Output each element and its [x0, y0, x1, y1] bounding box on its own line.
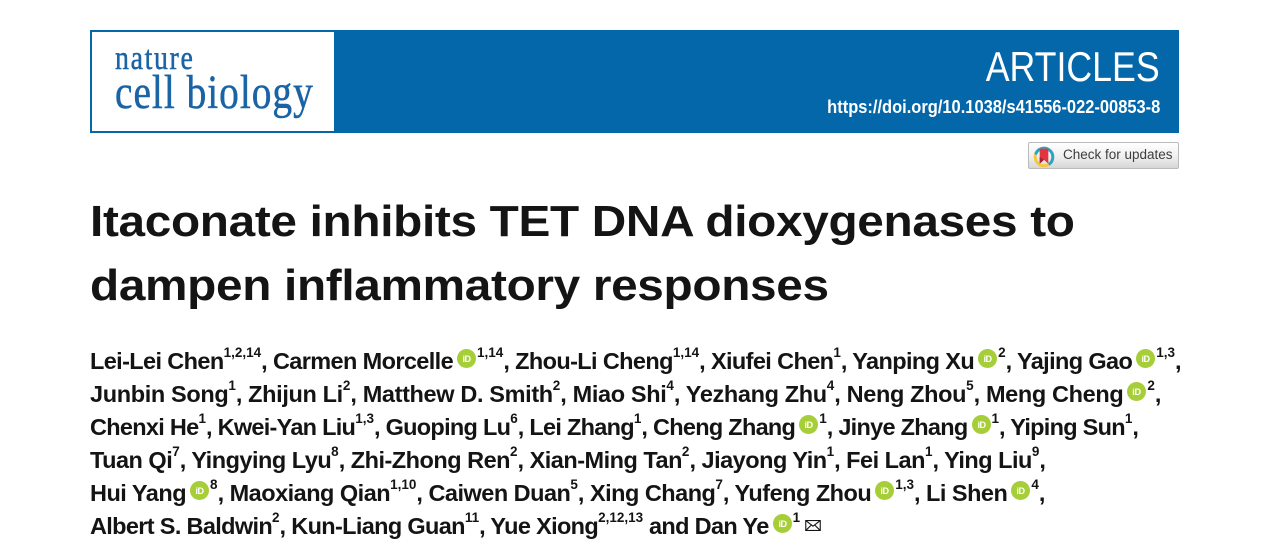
svg-text:iD: iD [195, 486, 204, 496]
svg-text:iD: iD [881, 486, 890, 496]
svg-text:iD: iD [805, 420, 814, 430]
svg-text:iD: iD [462, 354, 471, 364]
svg-text:iD: iD [977, 420, 986, 430]
svg-text:iD: iD [1133, 387, 1142, 397]
svg-text:iD: iD [984, 354, 993, 364]
svg-text:iD: iD [1017, 486, 1026, 496]
svg-text:iD: iD [1142, 354, 1151, 364]
svg-text:iD: iD [778, 519, 787, 529]
